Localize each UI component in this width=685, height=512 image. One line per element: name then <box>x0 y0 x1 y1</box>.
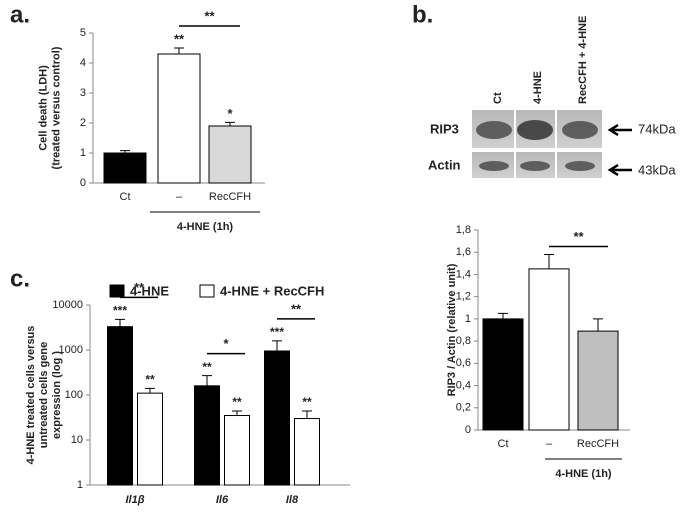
bar <box>264 350 290 486</box>
y-axis-label: 4-HNE treated cells versus <box>25 326 37 465</box>
bar <box>528 268 570 431</box>
x-tick-label: Ct <box>120 191 131 203</box>
band <box>479 161 509 171</box>
x-tick-label: – <box>546 438 553 450</box>
legend-label: 4-HNE <box>130 283 169 298</box>
y-tick-label: 1 <box>465 313 471 325</box>
data-label: ** <box>202 360 212 374</box>
lane-label: Ct <box>492 92 504 104</box>
blot: Ct 4-HNE RecCFH + 4-HNE RIP3 Actin 74kDa… <box>428 16 676 178</box>
data-label: ** <box>302 395 312 409</box>
x-tick-label: Il1β <box>125 494 144 506</box>
arrow <box>607 163 632 177</box>
y-tick-label: 10000 <box>52 299 83 311</box>
arrow <box>607 123 632 137</box>
lane-label: RecCFH + 4-HNE <box>577 16 589 104</box>
x-tick-label: Il6 <box>216 494 229 506</box>
panel-label: b. <box>412 1 433 28</box>
error-bar <box>272 340 282 352</box>
bar <box>208 125 252 184</box>
error-bar <box>115 318 125 327</box>
bar <box>137 392 163 486</box>
bar <box>224 415 250 486</box>
bracket-label: * <box>223 336 229 351</box>
bar <box>482 318 524 431</box>
bar <box>577 330 619 431</box>
y-tick-label: 0 <box>80 177 86 189</box>
band <box>562 121 598 139</box>
bracket-label: ** <box>204 8 215 23</box>
legend-swatch <box>199 284 215 298</box>
size-label: 74kDa <box>638 121 676 136</box>
bar <box>107 326 133 486</box>
error-bar <box>302 410 312 419</box>
y-tick-label: 3 <box>80 87 86 99</box>
y-axis-label: RIP3 / Actin (relative unit) <box>446 263 458 396</box>
y-tick-label: 1,4 <box>456 268 471 280</box>
error-bar <box>498 312 508 319</box>
y-tick-label: 1000 <box>59 344 83 356</box>
y-tick-label: 0,6 <box>456 357 471 369</box>
bracket-label: ** <box>573 229 584 244</box>
y-axis-label: expression (log ) <box>51 351 63 439</box>
y-tick-label: 1,6 <box>456 246 471 258</box>
y-tick-label: 0,8 <box>456 335 471 347</box>
band <box>565 161 595 171</box>
y-tick-label: 1,8 <box>456 224 471 236</box>
x-tick-label: Ct <box>498 438 509 450</box>
error-bar <box>120 150 130 153</box>
data-label: ** <box>232 395 242 409</box>
y-axis-label: untreated cells gene <box>38 342 50 448</box>
bracket-label: ** <box>134 280 145 295</box>
y-tick-label: 1 <box>77 479 83 491</box>
x-tick-label: RecCFH <box>209 191 251 203</box>
error-bar <box>174 47 184 54</box>
error-bar <box>202 375 212 386</box>
y-tick-label: 5 <box>80 27 86 39</box>
y-tick-label: 0,2 <box>456 402 471 414</box>
data-label: ** <box>145 373 155 387</box>
error-bar <box>145 387 155 394</box>
error-bar <box>232 410 242 416</box>
legend-swatch <box>109 284 125 298</box>
band <box>517 120 553 140</box>
panel-label: a. <box>10 1 30 28</box>
group-label: 4-HNE (1h) <box>555 468 612 480</box>
error-bar <box>593 318 603 332</box>
y-tick-label: 100 <box>65 389 83 401</box>
bar <box>157 53 201 184</box>
y-tick-label: 0 <box>465 424 471 436</box>
y-tick-label: 1 <box>80 147 86 159</box>
legend-label: 4-HNE + RecCFH <box>220 283 324 298</box>
y-tick-label: 0,4 <box>456 379 471 391</box>
data-label: *** <box>113 304 127 318</box>
y-tick-label: 4 <box>80 57 86 69</box>
error-bar <box>544 253 554 269</box>
bar <box>103 152 147 184</box>
y-tick-label: 2 <box>80 117 86 129</box>
lane-label: 4-HNE <box>532 71 544 104</box>
band <box>476 121 512 139</box>
row-label: RIP3 <box>430 121 459 136</box>
x-tick-label: – <box>176 191 183 203</box>
bar <box>194 385 220 486</box>
bar <box>294 418 320 486</box>
size-label: 43kDa <box>638 162 676 177</box>
error-bar <box>225 121 235 126</box>
bracket-label: ** <box>291 301 302 316</box>
y-axis-label: Cell death (LDH) <box>37 65 49 151</box>
x-tick-label: Il8 <box>286 494 299 506</box>
y-tick-label: 1,2 <box>456 291 471 303</box>
x-tick-label: RecCFH <box>577 438 619 450</box>
row-label: Actin <box>428 157 461 172</box>
y-tick-label: 10 <box>71 434 83 446</box>
data-label: *** <box>270 325 284 339</box>
group-label: 4-HNE (1h) <box>177 221 234 233</box>
band <box>520 161 550 171</box>
data-label: * <box>227 106 233 121</box>
data-label: ** <box>174 31 185 46</box>
y-axis-label: (treated versus control) <box>50 46 62 169</box>
panel-label: c. <box>10 265 30 292</box>
